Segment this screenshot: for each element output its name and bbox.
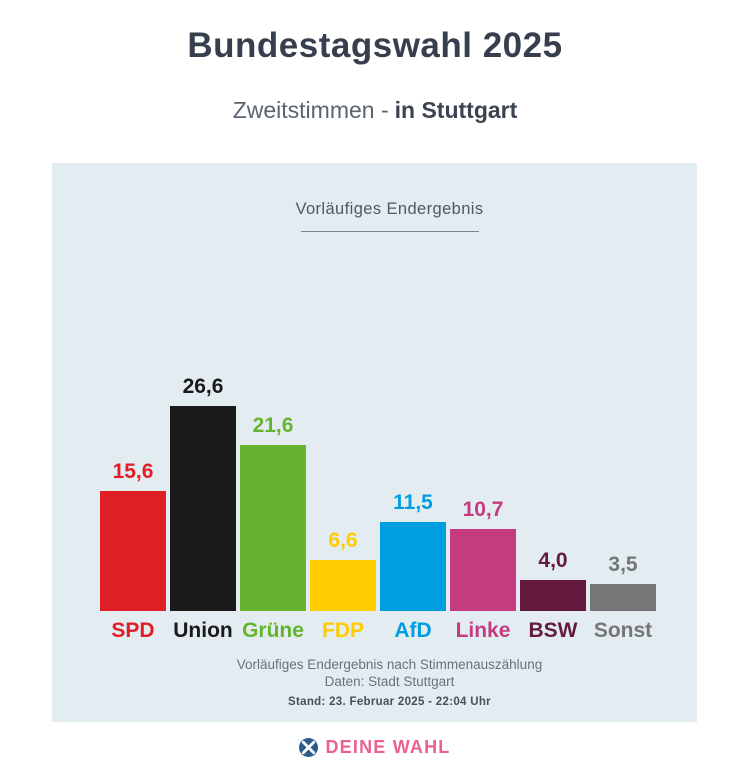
bar-value-label: 26,6: [182, 375, 224, 398]
bar-value-label: 3,5: [608, 553, 638, 576]
bar: [310, 560, 376, 611]
chart-panel: Vorläufiges Endergebnis 15,6 26,6 21,6 6,6 1…: [52, 163, 697, 722]
bar: [170, 406, 236, 611]
bar-column: 6,6: [310, 529, 376, 611]
bar-column: 15,6: [100, 460, 166, 611]
bar-column: 3,5: [590, 553, 656, 611]
data-timestamp: Stand: 23. Februar 2025 - 22:04 Uhr: [288, 696, 491, 708]
deine-wahl-logo: DEINE WAHL: [0, 737, 750, 758]
bar-column: 21,6: [240, 414, 306, 611]
bar-category-labels: SPD Union Grüne FDP AfD Linke BSW Sonst: [100, 619, 656, 643]
chart-headline: Vorläufiges Endergebnis: [295, 200, 484, 218]
bar-column: 10,7: [450, 498, 516, 611]
bar-value-label: 15,6: [112, 460, 154, 483]
bar-chart: 15,6 26,6 21,6 6,6 11,5 10,7 4,0 3,5: [100, 375, 656, 611]
logo-text: DEINE WAHL: [325, 737, 451, 757]
bar: [380, 522, 446, 611]
page-subtitle: Zweitstimmen - in Stuttgart: [0, 97, 750, 124]
page-title: Bundestagswahl 2025: [187, 26, 563, 65]
bar: [100, 491, 166, 611]
bar-category-label: BSW: [528, 619, 578, 642]
bar-category-label: Sonst: [593, 619, 653, 642]
bar-column: 11,5: [380, 491, 446, 611]
bar-column: 4,0: [520, 549, 586, 611]
footnote-line-1: Vorläufiges Endergebnis nach Stimmenausz…: [236, 657, 543, 672]
bar-value-label: 21,6: [252, 414, 294, 437]
bar-value-label: 10,7: [462, 498, 504, 521]
headline-underline: [300, 231, 479, 232]
bar-value-label: 4,0: [538, 549, 568, 572]
bar: [520, 580, 586, 611]
bar-category-label: Grüne: [242, 619, 304, 642]
bar-category-label: Union: [173, 619, 233, 642]
subtitle-location: in Stuttgart: [394, 97, 518, 123]
ballot-x-icon: [299, 738, 319, 757]
bar: [450, 529, 516, 611]
bar: [590, 584, 656, 611]
footnote-line-2: Daten: Stadt Stuttgart: [324, 674, 455, 689]
bar: [240, 445, 306, 611]
bar-column: 26,6: [170, 375, 236, 611]
bar-category-label: AfD: [394, 619, 432, 642]
bar-category-label: FDP: [322, 619, 364, 642]
bar-value-label: 11,5: [393, 491, 433, 514]
bar-value-label: 6,6: [328, 529, 358, 552]
subtitle-vote-type: Zweitstimmen -: [232, 97, 389, 123]
bar-category-label: SPD: [111, 619, 155, 642]
bar-category-label: Linke: [455, 619, 511, 642]
